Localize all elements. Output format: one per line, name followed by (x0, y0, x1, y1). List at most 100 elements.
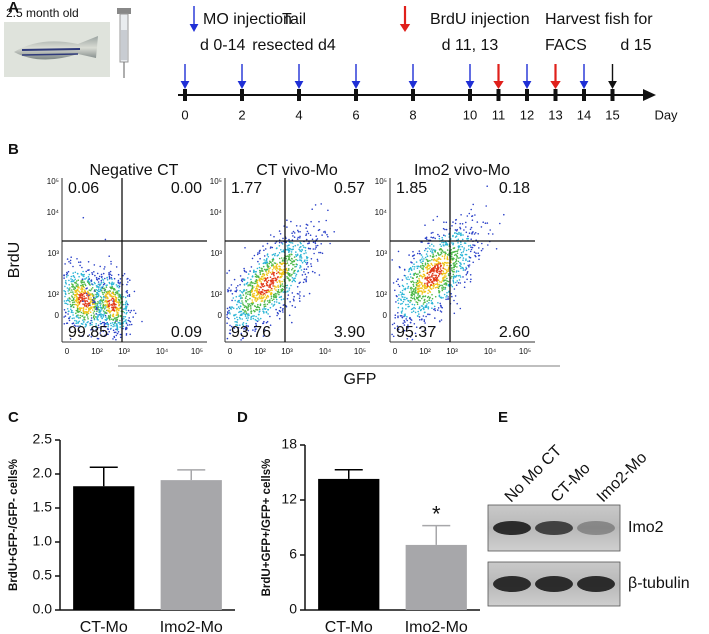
event-dot (241, 297, 244, 299)
event-dot (115, 316, 117, 319)
event-dot (304, 273, 307, 276)
event-dot (280, 288, 283, 291)
event-dot (279, 233, 282, 235)
event-dot (83, 298, 86, 300)
y-axis-label: BrdU+GFP-/GFP- cells% (8, 459, 20, 591)
event-dot (320, 203, 323, 205)
event-dot (246, 281, 249, 284)
event-dot (480, 226, 483, 228)
band-label: β-tubulin (628, 575, 690, 592)
event-dot (470, 226, 473, 229)
event-dot (229, 329, 231, 331)
event-dot (241, 300, 243, 302)
event-dot (258, 291, 260, 293)
event-dot (418, 277, 420, 280)
event-dot (427, 313, 429, 316)
event-dot (86, 306, 89, 309)
event-dot (468, 212, 471, 215)
event-dot (291, 232, 293, 234)
event-dot (425, 247, 427, 250)
event-dot (113, 317, 116, 320)
event-dot (294, 266, 296, 268)
arrow-head (399, 24, 411, 32)
event-dot (299, 291, 301, 293)
event-dot (255, 308, 257, 311)
event-dot (247, 285, 249, 287)
event-dot (87, 281, 89, 283)
event-dot (82, 298, 84, 301)
event-dot (440, 252, 443, 254)
event-dot (82, 300, 84, 303)
event-dot (441, 255, 444, 257)
event-dot (397, 302, 400, 305)
event-dot (409, 336, 412, 338)
event-dot (425, 253, 428, 255)
lane-label: Imo2-Mo (594, 449, 651, 506)
event-dot (444, 253, 447, 255)
event-dot (96, 328, 98, 330)
event-dot (477, 233, 480, 235)
event-dot (102, 285, 104, 288)
event-dot (85, 304, 88, 307)
event-dot (303, 271, 305, 273)
event-dot (105, 322, 108, 325)
event-dot (259, 273, 262, 276)
event-dot (87, 304, 90, 307)
event-dot (294, 244, 297, 247)
event-dot (115, 284, 118, 286)
event-dot (86, 294, 88, 297)
event-dot (288, 289, 291, 291)
event-dot (71, 289, 73, 291)
event-dot (470, 208, 473, 211)
event-dot (226, 272, 228, 274)
event-dot (280, 249, 282, 251)
panel-label: E (498, 409, 508, 426)
event-dot (89, 324, 91, 326)
event-dot (409, 321, 412, 324)
event-dot (251, 303, 254, 306)
event-dot (266, 268, 269, 271)
event-dot (404, 288, 407, 291)
event-dot (311, 208, 314, 210)
quadrant-value: 0.06 (68, 180, 99, 197)
event-dot (270, 287, 273, 290)
event-dot (77, 279, 80, 282)
event-dot (421, 275, 424, 278)
event-dot (257, 279, 259, 282)
event-dot (439, 284, 442, 287)
event-dot (87, 318, 89, 320)
event-dot (445, 298, 447, 301)
event-dot (239, 289, 241, 292)
event-dot (426, 283, 429, 286)
event-dot (430, 299, 433, 302)
event-dot (305, 234, 307, 237)
event-dot (293, 299, 295, 302)
event-dot (104, 326, 107, 328)
event-dot (226, 337, 229, 340)
event-dot (443, 293, 446, 296)
event-dot (257, 252, 259, 254)
event-dot (299, 231, 301, 233)
event-dot (278, 317, 281, 320)
event-dot (243, 304, 245, 307)
event-dot (291, 268, 293, 271)
event-dot (467, 245, 470, 247)
event-dot (249, 284, 252, 287)
event-dot (274, 279, 277, 282)
event-dot (414, 289, 417, 292)
event-dot (440, 245, 443, 247)
event-dot (78, 275, 80, 278)
event-dot (410, 296, 413, 299)
event-dot (459, 307, 462, 310)
event-dot (407, 300, 410, 302)
event-dot (299, 237, 301, 239)
x-tick-label: 10³ (281, 347, 293, 356)
event-dot (397, 278, 399, 281)
event-dot (119, 321, 121, 324)
event-dot (273, 274, 275, 277)
event-dot (286, 245, 289, 247)
event-dot (288, 287, 291, 290)
event-dot (275, 270, 278, 272)
event-dot (271, 246, 274, 249)
event-dot (295, 254, 297, 256)
